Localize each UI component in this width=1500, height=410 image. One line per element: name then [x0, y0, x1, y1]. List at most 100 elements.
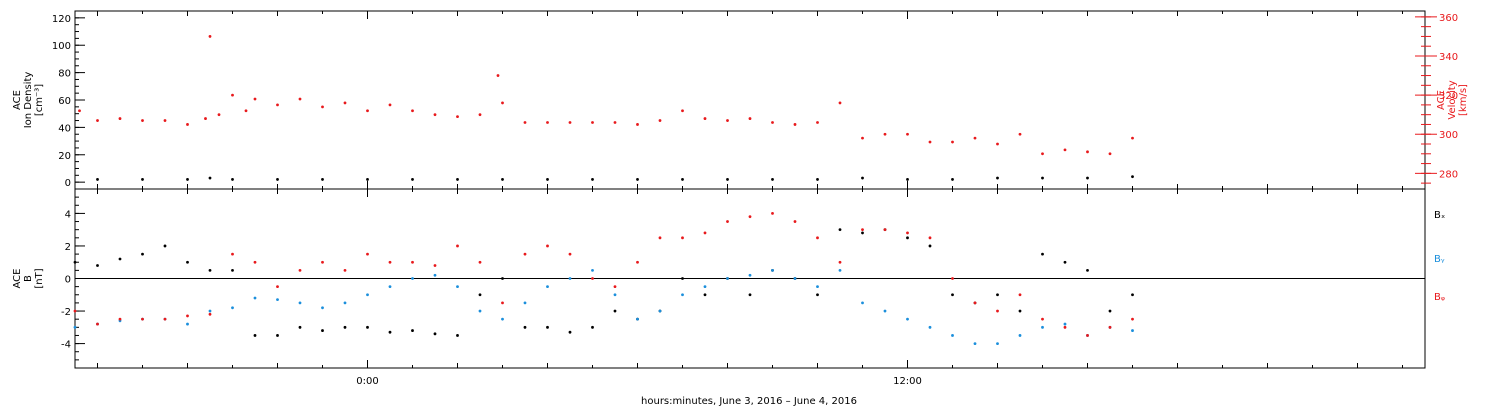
- panel-2-point-series-0: [816, 293, 819, 297]
- panel-1-point-series-1: [244, 109, 248, 113]
- panel-2-point-series-0: [591, 325, 594, 329]
- panel-2-point-series-1: [388, 285, 392, 289]
- panel-2-point-series-1: [1131, 329, 1134, 332]
- panel-1-point-series-0: [591, 178, 594, 181]
- panel-1-point-series-0: [321, 178, 324, 181]
- y-tick-label: 80: [58, 69, 71, 80]
- panel-1-point-series-1: [78, 109, 81, 113]
- panel-2-point-series-1: [951, 334, 954, 337]
- panel-2-point-series-2: [703, 231, 707, 235]
- panel-2-point-series-2: [298, 268, 302, 272]
- panel-2-point-series-2: [771, 212, 774, 215]
- panel-2-point-series-0: [523, 325, 527, 329]
- panel-2-point-series-0: [298, 325, 302, 329]
- panel-2-point-series-1: [748, 273, 752, 277]
- panel-2-point-series-1: [681, 293, 684, 297]
- panel-2-point-series-2: [546, 244, 549, 248]
- panel-2-point-series-1: [636, 317, 639, 321]
- panel-1-point-series-1: [456, 115, 459, 119]
- panel-1-point-series-1: [928, 140, 932, 144]
- panel-2-point-series-0: [186, 260, 189, 264]
- panel-2-point-series-2: [276, 285, 279, 289]
- panel-2-point-series-0: [141, 252, 144, 256]
- panel-2-point-series-1: [298, 301, 302, 305]
- panel-2-point-series-0: [703, 293, 707, 297]
- y-tick-label: 2: [65, 242, 71, 253]
- panel-2-point-series-0: [366, 325, 369, 329]
- panel-2-point-series-2: [186, 314, 189, 318]
- panel-1-point-series-1: [726, 119, 729, 122]
- panel-2-point-series-2: [1086, 334, 1089, 337]
- panel-2-point-series-1: [726, 277, 729, 280]
- panel-2-point-series-0: [118, 257, 122, 261]
- panel-2-point-series-2: [816, 236, 819, 240]
- panel-1-point-series-1: [321, 105, 324, 109]
- y-tick-label: 0: [65, 275, 71, 286]
- panel-1-point-series-0: [366, 178, 369, 181]
- axis-label-line: ACE: [12, 269, 23, 289]
- panel-2-point-series-1: [1063, 322, 1067, 326]
- panel-2-point-series-2: [366, 252, 369, 256]
- axis-label: ACEIon Density[cm⁻³]: [12, 72, 45, 129]
- panel-1-point-series-1: [613, 121, 617, 124]
- panel-2-point-series-1: [793, 277, 797, 280]
- panel-1-point-series-0: [726, 178, 729, 181]
- panel-1-point-series-0: [816, 178, 819, 181]
- panel-2-point-series-2: [1041, 317, 1044, 321]
- panel-2-point-series-1: [816, 285, 819, 289]
- right-y-tick-label: 360: [1439, 13, 1458, 24]
- panel-2-point-series-0: [928, 244, 932, 248]
- panel-2-point-series-0: [681, 277, 684, 280]
- panel-1-point-series-1: [501, 101, 504, 105]
- panel-2-point-series-2: [636, 260, 639, 264]
- panel-2-point-series-1: [861, 301, 864, 305]
- panel-1-point-series-0: [1086, 176, 1089, 180]
- panel-2-point-series-1: [568, 277, 572, 280]
- panel-1-point-series-0: [411, 178, 414, 181]
- panel-2-point-series-2: [118, 317, 122, 321]
- panel-1-point-series-0: [208, 176, 212, 180]
- panel-2-point-series-0: [1041, 252, 1044, 256]
- right-y-tick-label: 320: [1439, 91, 1458, 102]
- panel-1-point-series-0: [636, 178, 639, 181]
- axis-label-line: ACE: [1436, 90, 1447, 110]
- legend-entry: Bᵩ: [1434, 292, 1445, 303]
- panel-1-point-series-1: [861, 136, 864, 140]
- panel-1-point-series-0: [681, 178, 684, 181]
- panel-1-point-series-0: [96, 178, 99, 181]
- axis-label-line: [km/s]: [1458, 84, 1469, 116]
- panel-2-point-series-2: [456, 244, 459, 248]
- panel-2-point-series-2: [793, 220, 797, 223]
- y-tick-label: 40: [58, 123, 71, 134]
- panel-1-right-axis-label: ACEVelocity[km/s]: [1436, 80, 1469, 119]
- panel-1-x-ticks: [97, 11, 1403, 189]
- panel-1-left-ticks: 0 20 40 60 80 100 120: [52, 10, 85, 190]
- right-y-tick-label: 280: [1439, 169, 1458, 180]
- panel-2-point-series-0: [546, 325, 549, 329]
- panel-1-point-series-1: [163, 119, 167, 122]
- panel-2-point-series-2: [1018, 293, 1022, 297]
- panel-1-point-series-1: [231, 93, 234, 97]
- panel-1-point-series-0: [771, 178, 774, 181]
- axis-label-line: [cm⁻³]: [34, 84, 45, 116]
- panel-2-point-series-1: [591, 268, 594, 272]
- panel-2-point-series-0: [73, 260, 77, 264]
- panel-2-point-series-2: [96, 322, 99, 326]
- panel-2-point-series-2: [883, 228, 887, 232]
- panel-2-point-series-2: [478, 260, 482, 264]
- panel-1-point-series-0: [456, 178, 459, 181]
- panel-1-point-series-1: [771, 121, 774, 124]
- panel-1-point-series-1: [411, 109, 414, 113]
- panel-1-point-series-0: [996, 176, 999, 180]
- panel-1-point-series-1: [1131, 136, 1134, 140]
- legend-entry: Bₓ: [1434, 210, 1445, 221]
- panel-1-point-series-1: [253, 97, 257, 101]
- axis-label-line: Ion Density: [23, 72, 34, 129]
- panel-1-point-series-1: [546, 121, 549, 124]
- panel-1-point-series-1: [298, 97, 302, 101]
- panel-1-point-series-0: [1041, 176, 1044, 180]
- panel-2-legend: Bₓ Bᵧ Bᵩ: [1434, 210, 1445, 303]
- panel-1-point-series-1: [1041, 152, 1044, 156]
- panel-1-point-series-0: [546, 178, 549, 181]
